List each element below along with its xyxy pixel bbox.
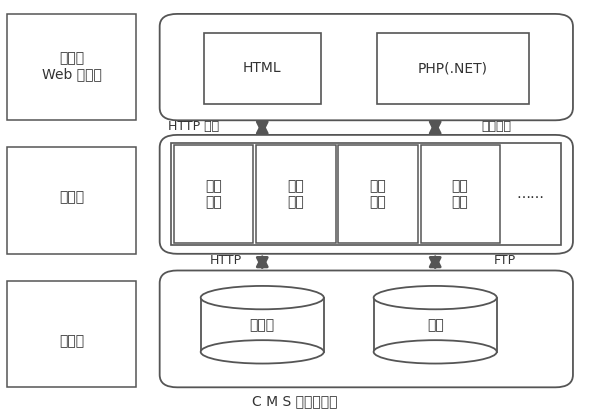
Text: 流量
管理: 流量 管理 (370, 179, 386, 210)
Text: 文件: 文件 (427, 318, 444, 332)
Text: 内容
管理: 内容 管理 (206, 179, 222, 210)
Text: FTP: FTP (494, 255, 516, 268)
FancyBboxPatch shape (7, 14, 136, 120)
Text: 应用层: 应用层 (59, 191, 84, 205)
Text: C M S 工作原理图: C M S 工作原理图 (252, 394, 337, 408)
FancyBboxPatch shape (339, 145, 418, 243)
Text: ……: …… (517, 187, 544, 201)
Text: HTTP 协议: HTTP 协议 (168, 120, 220, 133)
Polygon shape (373, 298, 497, 352)
Ellipse shape (373, 340, 497, 364)
Text: 动态发布: 动态发布 (481, 120, 511, 133)
FancyBboxPatch shape (376, 33, 529, 104)
Text: 用户
管理: 用户 管理 (287, 179, 305, 210)
Ellipse shape (201, 286, 324, 309)
FancyBboxPatch shape (7, 147, 136, 254)
Text: PHP(.NET): PHP(.NET) (418, 61, 488, 75)
FancyBboxPatch shape (7, 281, 136, 387)
FancyBboxPatch shape (171, 143, 561, 245)
Ellipse shape (373, 286, 497, 309)
Polygon shape (201, 298, 324, 352)
Text: HTML: HTML (243, 61, 282, 75)
FancyBboxPatch shape (256, 145, 336, 243)
FancyBboxPatch shape (421, 145, 499, 243)
Ellipse shape (201, 340, 324, 364)
FancyBboxPatch shape (160, 270, 573, 387)
FancyBboxPatch shape (174, 145, 253, 243)
Text: HTTP: HTTP (210, 255, 241, 268)
Text: 数据层: 数据层 (59, 334, 84, 349)
Text: 数据库: 数据库 (250, 318, 275, 332)
FancyBboxPatch shape (204, 33, 321, 104)
FancyBboxPatch shape (160, 135, 573, 254)
Text: 表现层
Web 浏览器: 表现层 Web 浏览器 (42, 51, 102, 81)
FancyBboxPatch shape (160, 14, 573, 120)
Text: 栏目
管理: 栏目 管理 (452, 179, 468, 210)
